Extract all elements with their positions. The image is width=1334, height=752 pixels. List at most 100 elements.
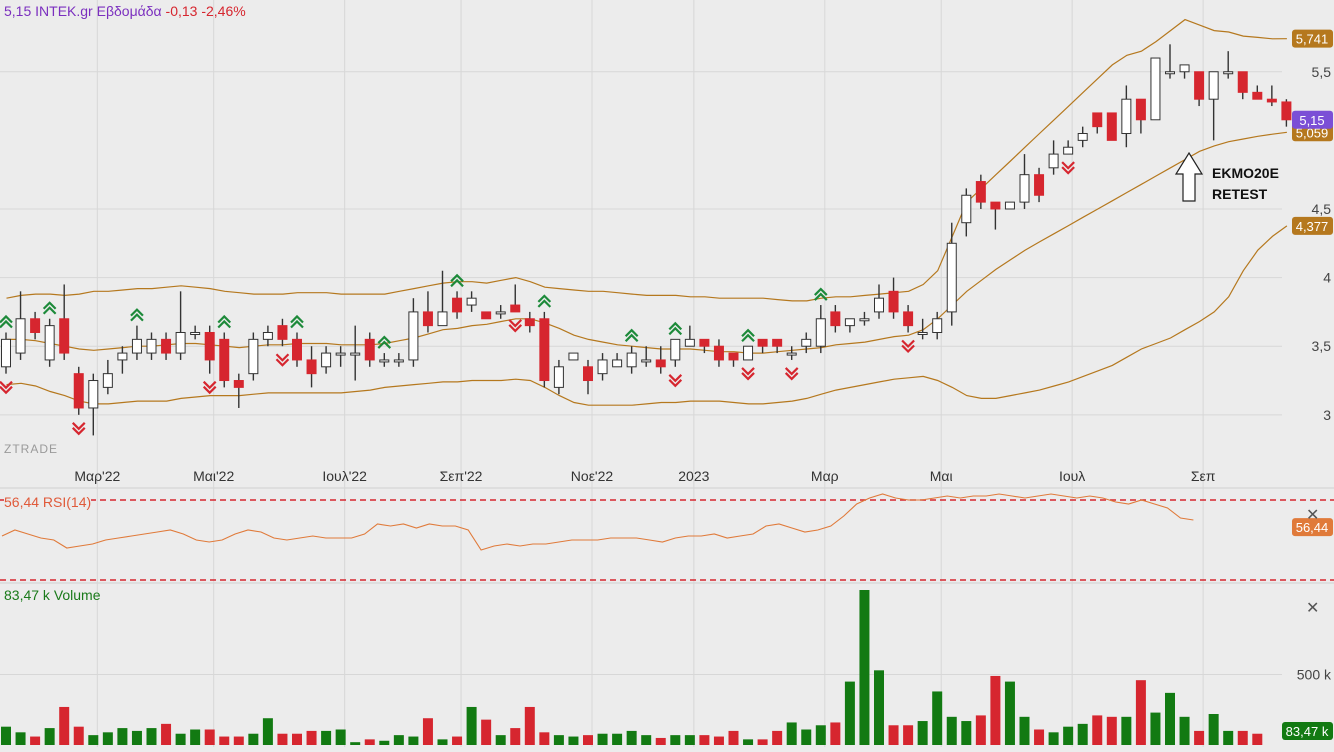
candle-body bbox=[1281, 101, 1292, 121]
candle-body bbox=[379, 359, 390, 363]
sell-signal-arrow bbox=[0, 380, 13, 395]
candle bbox=[306, 346, 317, 388]
candle bbox=[786, 346, 797, 360]
candle-body bbox=[684, 338, 695, 347]
volume-bar bbox=[888, 725, 899, 745]
candle bbox=[437, 270, 448, 327]
candle-body bbox=[248, 338, 259, 375]
candle bbox=[932, 311, 943, 340]
x-tick-label: Μαρ bbox=[811, 468, 839, 484]
candle-body bbox=[466, 297, 477, 306]
volume-bar bbox=[961, 721, 972, 745]
candle bbox=[699, 338, 710, 354]
candle-body bbox=[73, 373, 84, 409]
candle-body bbox=[946, 242, 957, 313]
candle bbox=[379, 353, 390, 367]
buy-signal-arrow bbox=[537, 294, 552, 308]
candle-body bbox=[15, 318, 26, 354]
candle bbox=[1165, 44, 1175, 79]
candle bbox=[830, 305, 841, 333]
candle bbox=[175, 291, 186, 360]
candle-body bbox=[30, 318, 41, 333]
candle bbox=[219, 332, 230, 388]
candle-body bbox=[786, 352, 797, 356]
price-badge-label: 5,15 bbox=[1299, 113, 1324, 128]
candle-body bbox=[859, 318, 870, 322]
volume-bar bbox=[1077, 723, 1088, 745]
price-badge bbox=[1292, 216, 1333, 235]
volume-panel-label[interactable]: 83,47 k Volume bbox=[4, 587, 101, 603]
header-symbol[interactable]: INTEK.gr bbox=[35, 3, 93, 19]
candle-body bbox=[102, 373, 113, 388]
candle-body bbox=[757, 338, 768, 347]
candle-body bbox=[175, 331, 186, 354]
volume-bar bbox=[364, 739, 375, 745]
volume-bar bbox=[1019, 716, 1030, 745]
header-last-price: 5,15 bbox=[4, 3, 32, 19]
candle-body bbox=[1, 338, 11, 368]
candle-body bbox=[204, 331, 215, 361]
volume-bar bbox=[1194, 730, 1205, 745]
buy-signal-arrow bbox=[217, 314, 232, 329]
volume-bar bbox=[903, 725, 914, 745]
candle-body bbox=[88, 380, 99, 409]
sell-signal-arrow bbox=[784, 367, 799, 381]
buy-signal-arrow bbox=[668, 321, 683, 336]
candle bbox=[422, 291, 433, 333]
volume-bar bbox=[597, 733, 608, 745]
volume-bar bbox=[495, 735, 506, 745]
volume-bar bbox=[713, 736, 724, 745]
volume-bar bbox=[1165, 692, 1175, 745]
volume-bar bbox=[204, 729, 215, 745]
volume-bar bbox=[335, 729, 346, 745]
candle bbox=[801, 332, 812, 354]
volume-bar bbox=[1063, 726, 1074, 745]
candle bbox=[1135, 98, 1146, 134]
candle-body bbox=[553, 366, 564, 388]
candle bbox=[44, 318, 55, 367]
candle-body bbox=[728, 352, 739, 361]
candle bbox=[524, 311, 535, 333]
volume-bar bbox=[1237, 730, 1248, 745]
candle bbox=[655, 346, 666, 374]
candle bbox=[321, 346, 332, 374]
candle bbox=[568, 352, 579, 361]
candle bbox=[1237, 71, 1248, 100]
y-tick-label: 3,5 bbox=[1312, 338, 1332, 354]
candle-body bbox=[713, 345, 724, 361]
candle-body bbox=[1135, 98, 1146, 121]
sell-signal-arrow bbox=[275, 353, 290, 367]
candle bbox=[1077, 126, 1088, 148]
candle bbox=[335, 346, 346, 367]
volume-bar bbox=[1048, 732, 1059, 745]
candle bbox=[874, 284, 884, 319]
candle-body bbox=[844, 318, 855, 327]
candle-body bbox=[699, 338, 710, 347]
candle-body bbox=[539, 318, 550, 382]
header-period[interactable]: Εβδομάδα bbox=[96, 3, 162, 19]
rsi-close-icon[interactable]: ✕ bbox=[1306, 507, 1320, 524]
volume-badge bbox=[1282, 722, 1333, 740]
candle bbox=[102, 359, 113, 395]
retest-arrow-icon bbox=[1174, 151, 1204, 202]
volume-bar bbox=[670, 735, 681, 745]
volume-bar bbox=[641, 735, 652, 745]
y-tick-label: 4 bbox=[1323, 270, 1331, 286]
candle-body bbox=[408, 311, 419, 361]
volume-bar bbox=[626, 730, 637, 745]
candle bbox=[961, 188, 972, 237]
candle-body bbox=[190, 331, 201, 335]
volume-bar bbox=[874, 670, 884, 745]
candle bbox=[30, 311, 41, 340]
candle-body bbox=[1194, 71, 1205, 100]
rsi-panel-label[interactable]: 56,44 RSI(14) bbox=[4, 494, 92, 510]
candle bbox=[917, 318, 928, 340]
candle-body bbox=[117, 352, 128, 361]
candle bbox=[277, 318, 288, 347]
candle-body bbox=[990, 201, 1001, 210]
volume-close-icon[interactable]: ✕ bbox=[1306, 600, 1320, 617]
volume-bar bbox=[117, 728, 128, 745]
candle-body bbox=[1165, 71, 1175, 75]
